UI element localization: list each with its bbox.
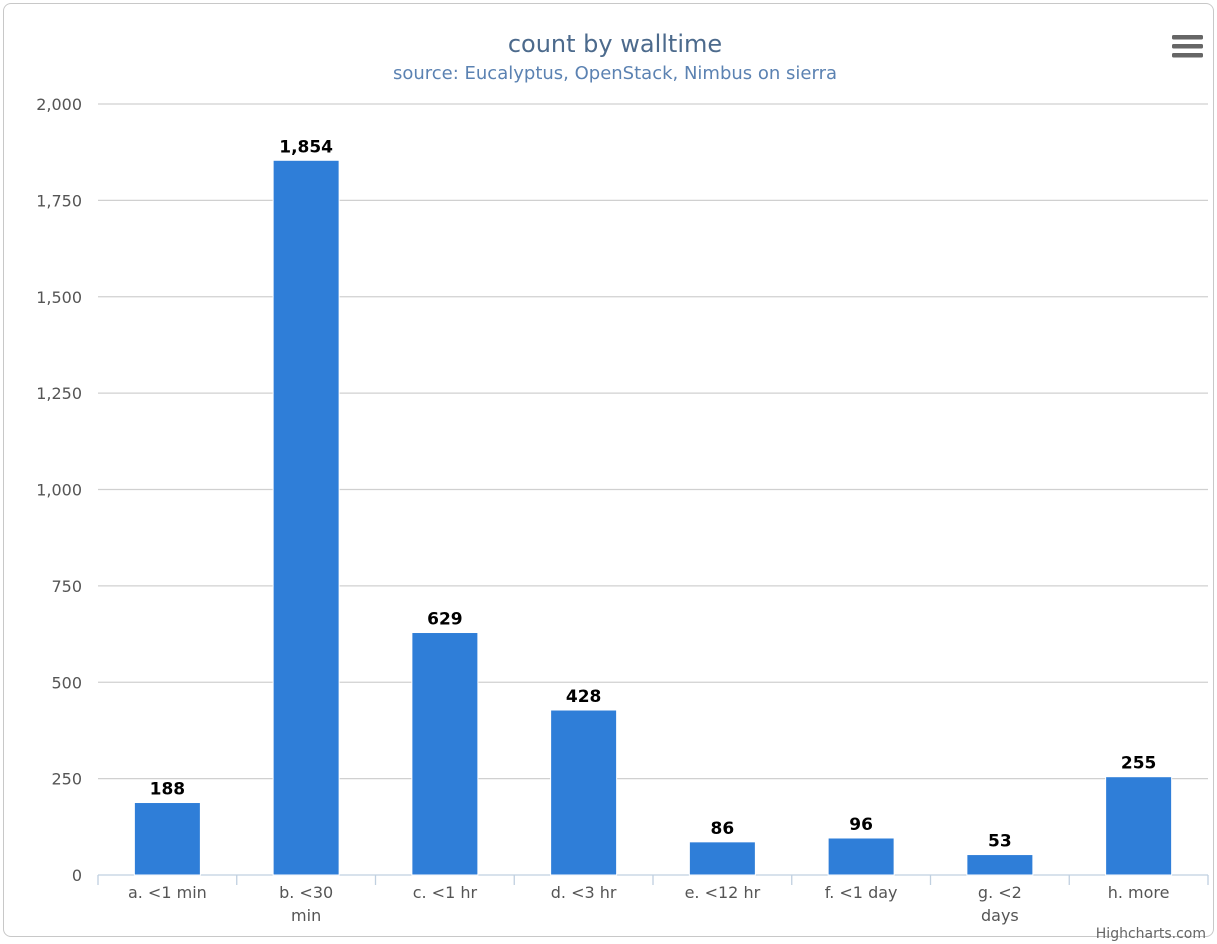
- bars: [133, 159, 1173, 876]
- data-label: 629: [427, 610, 463, 630]
- bar[interactable]: [133, 802, 201, 876]
- x-tick-label: c. <1 hr: [413, 883, 478, 902]
- x-axis-tick-marks: [97, 875, 1209, 885]
- x-tick-label: a. <1 min: [128, 883, 207, 902]
- x-tick-label: h. more: [1108, 883, 1170, 902]
- x-axis-labels: a. <1 min b. <30 min c. <1 hr d. <3 hr e. <12…: [128, 883, 1170, 925]
- bar[interactable]: [550, 709, 618, 876]
- gridlines: [98, 103, 1208, 780]
- data-label: 428: [566, 687, 602, 707]
- data-label: 86: [711, 819, 735, 839]
- bar[interactable]: [688, 841, 756, 876]
- x-tick-label: e. <12 hr: [685, 883, 761, 902]
- x-tick-label: b. <30 min: [279, 883, 333, 925]
- data-label: 53: [988, 832, 1012, 852]
- y-tick-label: 750: [51, 577, 82, 596]
- y-tick-label: 1,750: [36, 191, 82, 210]
- data-label: 255: [1121, 754, 1157, 774]
- bar[interactable]: [827, 837, 895, 876]
- chart-title: count by walltime: [508, 30, 722, 58]
- y-tick-label: 0: [72, 866, 82, 885]
- data-label: 1,854: [279, 137, 333, 157]
- data-label: 96: [849, 815, 873, 835]
- y-tick-label: 1,250: [36, 384, 82, 403]
- data-label: 188: [150, 780, 186, 800]
- x-tick-label: g. <2 days: [978, 883, 1022, 925]
- y-axis-labels: 0 250 500 750 1,000 1,250 1,500 1,750 2,000: [36, 95, 82, 885]
- y-tick-label: 2,000: [36, 95, 82, 114]
- bar[interactable]: [1105, 776, 1173, 876]
- x-tick-label: f. <1 day: [825, 883, 898, 902]
- y-tick-label: 1,500: [36, 288, 82, 307]
- x-tick-label: d. <3 hr: [551, 883, 617, 902]
- bar[interactable]: [966, 854, 1034, 876]
- data-labels: 188 1,854 629 428 86 96 53 255: [150, 137, 1157, 851]
- bar[interactable]: [272, 159, 340, 876]
- chart-container: count by walltime source: Eucalyptus, Op…: [3, 3, 1214, 942]
- bar[interactable]: [411, 632, 479, 876]
- hamburger-menu-icon[interactable]: [1166, 34, 1206, 64]
- chart-subtitle: source: Eucalyptus, OpenStack, Nimbus on…: [393, 63, 837, 84]
- y-tick-label: 1,000: [36, 481, 82, 500]
- y-tick-label: 500: [51, 673, 82, 692]
- credits-link[interactable]: Highcharts.com: [1096, 926, 1206, 942]
- chart-svg: count by walltime source: Eucalyptus, Op…: [36, 30, 1209, 942]
- y-tick-label: 250: [51, 770, 82, 789]
